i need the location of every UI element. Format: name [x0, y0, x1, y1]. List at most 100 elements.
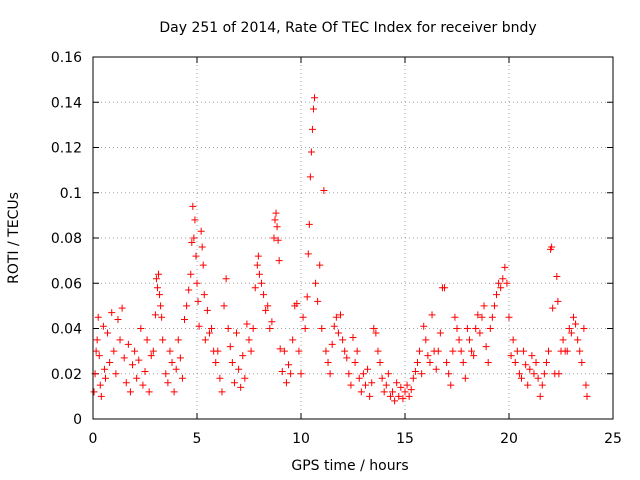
roti-data-point [401, 388, 409, 396]
roti-data-point [511, 358, 519, 366]
roti-data-point [106, 358, 114, 366]
roti-data-point [122, 379, 130, 387]
roti-data-point [534, 374, 542, 382]
roti-data-point [334, 329, 342, 337]
roti-data-point [257, 279, 265, 287]
roti-data-point [100, 365, 108, 373]
roti-data-point [343, 354, 351, 362]
roti-data-point [143, 336, 151, 344]
roti-data-point [289, 336, 297, 344]
roti-data-point [522, 361, 530, 369]
roti-data-point [328, 340, 336, 348]
roti-data-point [451, 313, 459, 321]
roti-data-point [222, 275, 230, 283]
roti-data-point [364, 365, 372, 373]
roti-data-point [368, 379, 376, 387]
roti-data-point [274, 236, 282, 244]
roti-data-point [436, 329, 444, 337]
roti-data-point [351, 358, 359, 366]
roti-data-point [314, 297, 322, 305]
roti-data-point [499, 275, 507, 283]
roti-data-point [101, 374, 109, 382]
roti-data-point [490, 302, 498, 310]
roti-data-point [191, 216, 199, 224]
roti-data-point [272, 209, 280, 217]
roti-data-point [118, 304, 126, 312]
roti-data-point [366, 392, 374, 400]
roti-data-point [459, 358, 467, 366]
roti-data-point [567, 329, 575, 337]
roti-data-point [318, 325, 326, 332]
roti-data-point [181, 315, 189, 323]
roti-data-point [131, 347, 139, 355]
roti-data-point [503, 279, 511, 287]
roti-data-point [339, 336, 347, 344]
roti-data-point [320, 186, 328, 194]
roti-data-point [120, 354, 128, 362]
roti-data-point [126, 388, 134, 396]
roti-data-point [432, 365, 440, 373]
roti-data-point [153, 284, 161, 292]
roti-data-point [428, 311, 436, 319]
roti-data-point [251, 284, 259, 292]
roti-data-point [253, 261, 261, 269]
roti-data-point [378, 374, 386, 382]
roti-data-point [99, 322, 107, 330]
roti-data-point [443, 358, 451, 366]
roti-data-point [92, 347, 100, 355]
roti-data-point [96, 381, 104, 389]
roti-data-point [212, 358, 220, 366]
roti-data-point [199, 261, 207, 269]
roti-data-point [545, 347, 553, 355]
roti-data-point [129, 361, 137, 369]
roti-data-point [563, 347, 571, 355]
roti-data-point [220, 302, 228, 310]
roti-data-point [324, 358, 332, 366]
roti-data-point [198, 243, 206, 251]
roti-data-point [463, 325, 471, 332]
roti-data-point [361, 381, 369, 389]
roti-data-point [569, 313, 577, 321]
roti-data-point [312, 279, 320, 287]
roti-data-point [192, 252, 200, 260]
roti-data-point [306, 173, 314, 181]
roti-data-point [416, 347, 424, 355]
roti-data-point [554, 297, 562, 305]
roti-data-point [517, 374, 525, 382]
roti-data-point [305, 220, 313, 228]
roti-data-point [141, 367, 149, 375]
roti-data-point [441, 284, 449, 292]
roti-data-point [237, 383, 245, 391]
roti-data-point [224, 325, 232, 332]
roti-data-point [332, 313, 340, 321]
roti-data-point [330, 322, 338, 330]
roti-data-point [309, 105, 317, 113]
roti-data-point [386, 392, 394, 400]
grid-lines [93, 57, 613, 419]
x-tick-label: 0 [89, 431, 98, 447]
roti-data-point [159, 336, 167, 344]
chart-title: Day 251 of 2014, Rate Of TEC Index for r… [159, 20, 536, 36]
roti-data-point [311, 94, 319, 102]
roti-data-point [372, 329, 380, 337]
roti-data-point [393, 379, 401, 387]
y-tick-label: 0.02 [51, 367, 82, 383]
roti-data-point [172, 365, 180, 373]
roti-data-point [151, 311, 159, 319]
y-tick-label: 0.06 [51, 276, 82, 292]
roti-data-point [205, 329, 213, 337]
roti-data-point [515, 370, 523, 378]
roti-data-point [254, 252, 262, 260]
roti-data-point [260, 291, 268, 299]
roti-data-point [226, 343, 234, 351]
roti-data-point [376, 358, 384, 366]
x-tick-label: 15 [396, 431, 414, 447]
roti-data-point [241, 374, 249, 382]
roti-data-point [326, 370, 334, 378]
roti-data-point [235, 365, 243, 373]
roti-data-point [145, 388, 153, 396]
roti-data-point [278, 367, 286, 375]
y-tick-label: 0.12 [51, 141, 82, 157]
